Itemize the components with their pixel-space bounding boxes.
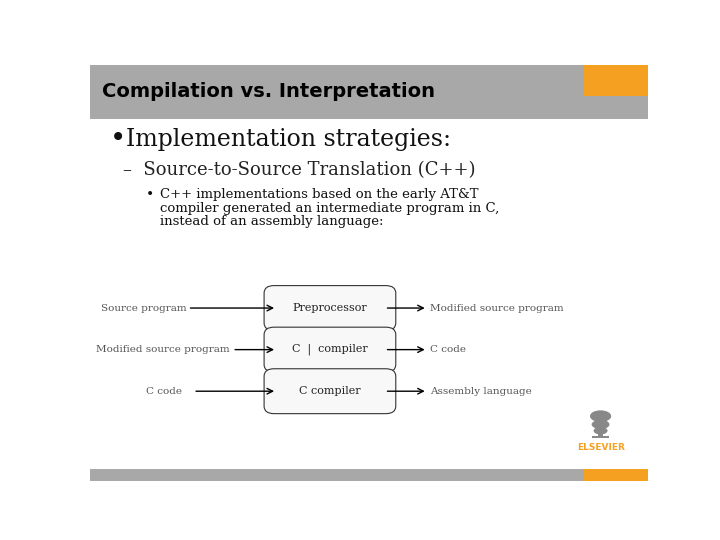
Text: Implementation strategies:: Implementation strategies: bbox=[126, 128, 451, 151]
FancyBboxPatch shape bbox=[264, 327, 396, 372]
Text: •: • bbox=[109, 126, 126, 153]
Text: C compiler: C compiler bbox=[299, 386, 361, 396]
Text: Preprocessor: Preprocessor bbox=[292, 303, 367, 313]
Text: instead of an assembly language:: instead of an assembly language: bbox=[160, 215, 383, 228]
Text: ELSEVIER: ELSEVIER bbox=[577, 443, 624, 452]
FancyBboxPatch shape bbox=[264, 369, 396, 414]
Bar bbox=[598, 427, 603, 437]
Text: Source program: Source program bbox=[101, 303, 186, 313]
FancyBboxPatch shape bbox=[584, 469, 648, 481]
FancyBboxPatch shape bbox=[90, 469, 648, 481]
Text: •: • bbox=[145, 187, 154, 201]
Text: C code: C code bbox=[145, 387, 181, 396]
FancyBboxPatch shape bbox=[264, 286, 396, 330]
Bar bbox=[593, 436, 609, 438]
Text: Modified source program: Modified source program bbox=[96, 345, 229, 354]
Text: compiler generated an intermediate program in C,: compiler generated an intermediate progr… bbox=[160, 202, 499, 215]
Text: Compilation vs. Interpretation: Compilation vs. Interpretation bbox=[102, 82, 436, 102]
Text: –  Source-to-Source Translation (C++): – Source-to-Source Translation (C++) bbox=[124, 160, 476, 179]
Text: C++ implementations based on the early AT&T: C++ implementations based on the early A… bbox=[160, 188, 478, 201]
Text: Modified source program: Modified source program bbox=[431, 303, 564, 313]
Text: C  |  compiler: C | compiler bbox=[292, 344, 368, 355]
Ellipse shape bbox=[592, 420, 610, 429]
Ellipse shape bbox=[590, 410, 611, 422]
Text: Assembly language: Assembly language bbox=[431, 387, 532, 396]
Text: C code: C code bbox=[431, 345, 467, 354]
Ellipse shape bbox=[593, 427, 608, 435]
FancyBboxPatch shape bbox=[90, 65, 648, 119]
FancyBboxPatch shape bbox=[584, 65, 648, 96]
